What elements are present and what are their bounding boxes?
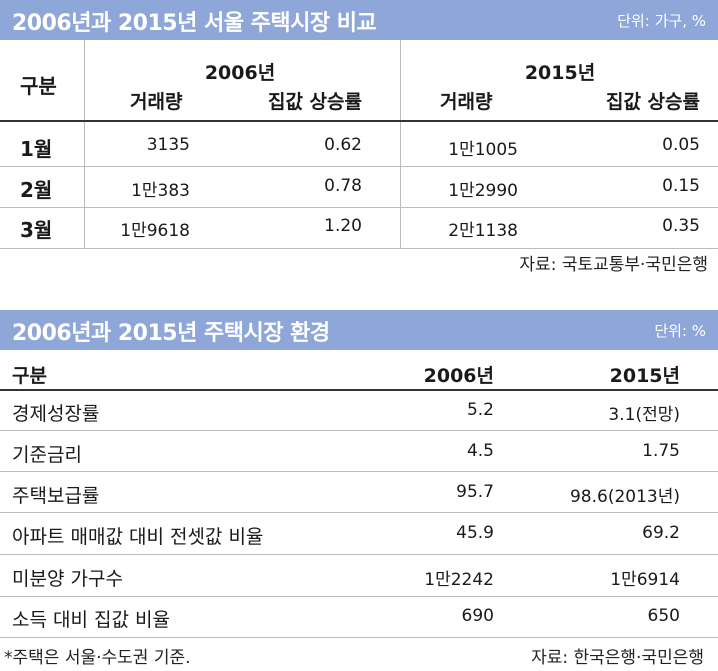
table1-title-bar: 2006년과 2015년 서울 주택시장 비교 단위: 가구, % (0, 0, 718, 40)
cell-b: 98.6(2013년) (569, 487, 680, 507)
row-label: 경제성장률 (12, 403, 100, 425)
table1-col-volume-a: 거래량 (130, 91, 183, 113)
table1-col-price-a: 집값 상승률 (267, 91, 362, 113)
cell-vol-b: 2만1138 (448, 221, 518, 241)
table2-title-bar: 2006년과 2015년 주택시장 환경 단위: % (0, 310, 718, 350)
row-label: 기준금리 (12, 444, 82, 466)
cell-price-a: 1.20 (324, 216, 362, 236)
table1-unit: 단위: 가구, % (617, 12, 706, 30)
row-label: 2월 (20, 178, 53, 202)
row-divider (0, 207, 718, 208)
cell-vol-b: 1만1005 (448, 140, 518, 160)
table1-divider-label (84, 40, 85, 248)
table1-group-label: 구분 (20, 74, 57, 98)
row-divider (0, 166, 718, 167)
table2-unit: 단위: % (654, 322, 706, 340)
cell-vol-a: 1만9618 (120, 221, 190, 241)
table1-col-volume-b: 거래량 (440, 91, 493, 113)
table1-bottom-rule (0, 248, 718, 249)
cell-price-a: 0.78 (324, 176, 362, 196)
row-label: 3월 (20, 218, 53, 242)
cell-price-b: 0.35 (662, 216, 700, 236)
cell-a: 4.5 (466, 441, 494, 461)
table1-year-a: 2006년 (204, 62, 276, 84)
table1-header-rule (0, 120, 718, 122)
row-label: 1월 (20, 137, 53, 161)
table1-year-b: 2015년 (524, 62, 596, 84)
cell-b: 1.75 (642, 441, 680, 461)
cell-a: 45.9 (456, 523, 494, 543)
cell-a: 1만2242 (424, 570, 494, 590)
row-label: 소득 대비 집값 비율 (12, 609, 170, 631)
table2-header-rule (0, 389, 718, 391)
row-label: 미분양 가구수 (12, 568, 123, 590)
cell-b: 1만6914 (610, 570, 680, 590)
row-divider (0, 430, 718, 431)
table2-col-a: 2006년 (423, 365, 494, 387)
cell-b: 3.1(전망) (608, 405, 680, 425)
table2-source: 자료: 한국은행·국민은행 (531, 648, 704, 668)
cell-b: 69.2 (642, 523, 680, 543)
table1-divider-year (400, 40, 401, 248)
row-divider (0, 554, 718, 555)
cell-vol-b: 1만2990 (448, 181, 518, 201)
table1-col-price-b: 집값 상승률 (605, 91, 700, 113)
table1-title: 2006년과 2015년 서울 주택시장 비교 (12, 11, 377, 36)
cell-vol-a: 1만383 (131, 181, 190, 201)
table2-col-label: 구분 (12, 365, 47, 387)
cell-price-b: 0.15 (662, 176, 700, 196)
table2-footnote: *주택은 서울·수도권 기준. (4, 648, 191, 668)
cell-b: 650 (647, 606, 680, 626)
table2-col-b: 2015년 (609, 365, 680, 387)
row-divider (0, 512, 718, 513)
table1-source: 자료: 국토교통부·국민은행 (519, 255, 708, 275)
cell-a: 690 (461, 606, 494, 626)
cell-price-a: 0.62 (324, 135, 362, 155)
table2-title: 2006년과 2015년 주택시장 환경 (12, 321, 330, 346)
table2-bottom-rule (0, 637, 718, 638)
cell-a: 5.2 (466, 400, 494, 420)
cell-vol-a: 3135 (146, 135, 190, 155)
cell-price-b: 0.05 (662, 135, 700, 155)
row-label: 주택보급률 (12, 485, 100, 507)
row-divider (0, 596, 718, 597)
cell-a: 95.7 (456, 482, 494, 502)
row-divider (0, 471, 718, 472)
row-label: 아파트 매매값 대비 전셋값 비율 (12, 526, 264, 548)
